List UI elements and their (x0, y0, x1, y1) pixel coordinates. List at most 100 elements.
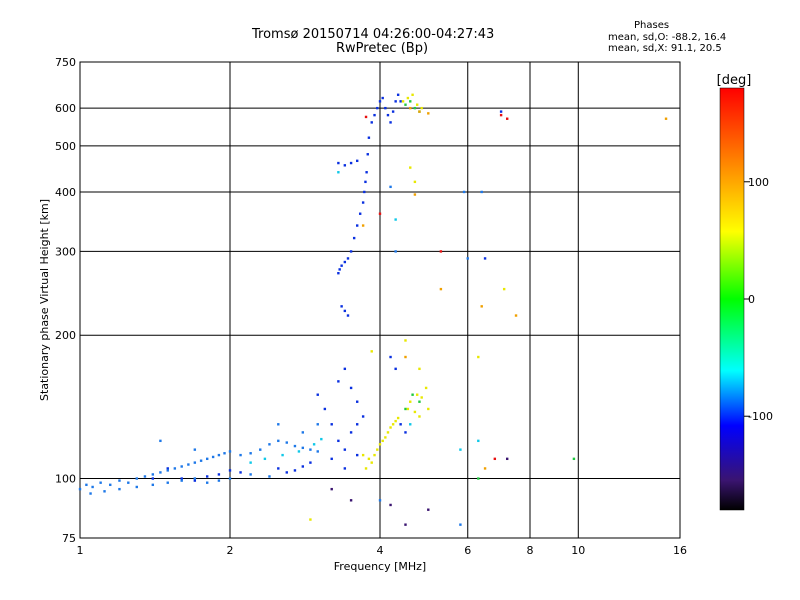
data-point (355, 224, 359, 227)
data-point (404, 355, 407, 359)
data-point (277, 439, 280, 443)
data-point (340, 264, 343, 267)
data-point (386, 113, 390, 117)
y-tick-label: 100 (55, 473, 76, 486)
data-point (330, 423, 333, 426)
data-point (239, 453, 242, 457)
data-point (389, 121, 392, 124)
data-point (384, 106, 387, 110)
data-point (151, 473, 155, 476)
data-point (361, 453, 365, 457)
data-point (166, 469, 169, 472)
data-point (376, 448, 379, 451)
data-point (418, 415, 421, 418)
data-point (466, 257, 469, 260)
data-point (355, 453, 359, 457)
data-point (378, 100, 382, 103)
data-point (151, 483, 155, 487)
data-point (99, 481, 102, 484)
x-tick-label: 6 (464, 544, 471, 557)
x-tick-label: 4 (377, 544, 384, 557)
data-point (309, 448, 312, 451)
data-point (366, 153, 369, 156)
data-point (277, 423, 280, 426)
data-point (355, 400, 359, 403)
x-tick-label: 10 (571, 544, 585, 557)
data-point (293, 444, 297, 448)
data-point (404, 407, 407, 411)
data-point (391, 110, 395, 113)
data-point (367, 136, 371, 139)
data-point (330, 487, 333, 491)
data-point (409, 166, 412, 169)
data-point (199, 459, 203, 462)
data-point (439, 250, 443, 253)
data-point (301, 465, 305, 468)
data-point (378, 499, 382, 502)
data-point (343, 448, 347, 451)
data-point (78, 487, 82, 491)
data-point (205, 481, 209, 484)
data-point (301, 431, 305, 434)
data-point (330, 457, 333, 461)
data-point (411, 93, 414, 96)
data-point (439, 287, 443, 291)
data-point (217, 453, 221, 457)
data-point (502, 287, 506, 291)
data-point (205, 475, 209, 478)
data-point (483, 257, 487, 260)
data-point (406, 407, 410, 411)
chart-title: Tromsø 20150714 04:26:00-04:27:43 (252, 27, 495, 42)
data-point (180, 479, 183, 482)
data-point (180, 477, 183, 480)
data-point (381, 439, 384, 443)
data-point (378, 212, 382, 215)
data-point (293, 469, 297, 472)
data-point (394, 250, 397, 253)
data-point (483, 467, 487, 470)
data-point (355, 159, 359, 163)
data-point (118, 487, 121, 491)
y-tick-label: 750 (55, 56, 76, 69)
data-point (180, 465, 183, 468)
data-point (127, 481, 130, 484)
data-point (281, 453, 284, 457)
data-point (217, 473, 221, 476)
data-point (239, 471, 242, 474)
data-point (427, 508, 430, 511)
data-point (343, 260, 347, 264)
data-point (349, 250, 353, 253)
x-axis-ticks: 1 2 4 6 8 10 16 (77, 544, 688, 557)
data-point (401, 100, 405, 103)
data-point (411, 393, 414, 396)
data-point (223, 452, 226, 455)
plot-frame (79, 61, 681, 539)
data-point (394, 218, 397, 221)
data-point (406, 96, 410, 100)
data-point (499, 113, 503, 117)
data-point (424, 386, 428, 390)
data-point (135, 477, 138, 480)
data-point (346, 257, 350, 260)
x-tick-label: 16 (673, 544, 687, 557)
data-point (399, 423, 402, 426)
data-point (409, 100, 412, 103)
data-point (349, 499, 353, 502)
colorbar-tick-label: 100 (748, 176, 769, 189)
y-tick-label: 75 (62, 532, 76, 545)
data-point (386, 431, 390, 434)
data-point (143, 475, 147, 478)
data-point (394, 367, 397, 371)
x-tick-label: 8 (527, 544, 534, 557)
data-point (268, 475, 271, 478)
data-point (346, 314, 350, 317)
data-point (285, 471, 288, 474)
data-point (268, 443, 271, 446)
data-point (193, 448, 197, 451)
data-point (249, 452, 252, 455)
data-point (399, 100, 402, 103)
data-point (370, 461, 373, 464)
data-point (459, 448, 462, 451)
x-tick-label: 2 (227, 544, 234, 557)
